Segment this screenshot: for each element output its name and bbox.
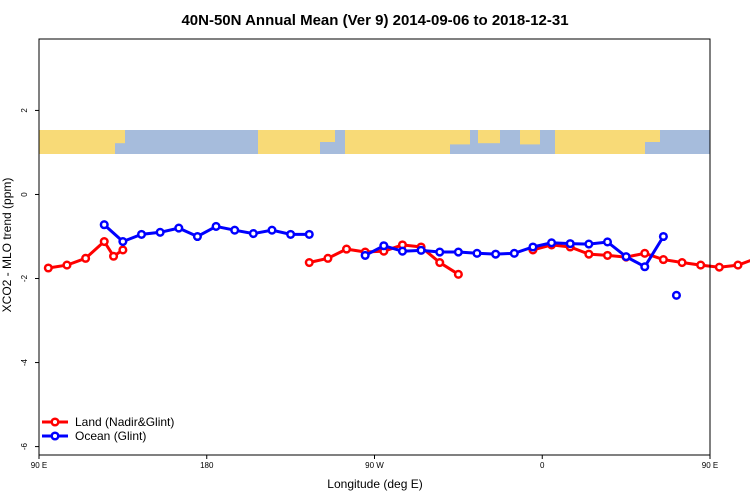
ocean-point xyxy=(248,229,258,239)
y-tick-label: -6 xyxy=(20,442,29,450)
map-land-2 xyxy=(258,130,320,154)
y-tick-label: -4 xyxy=(20,358,29,366)
ocean-point xyxy=(118,236,128,247)
land-point xyxy=(658,255,668,265)
legend-label-land: Land (Nadir&Glint) xyxy=(75,415,174,429)
ocean-point xyxy=(286,229,296,239)
ocean-point xyxy=(528,242,538,252)
ocean-point xyxy=(397,246,408,256)
ocean-point xyxy=(584,239,594,249)
y-tick-label: -2 xyxy=(20,274,29,282)
ocean-point xyxy=(491,249,501,259)
map-land-9 xyxy=(645,130,660,142)
y-axis-label: XCO2 - MLO trend (ppm) xyxy=(0,178,14,313)
legend-marker-ocean xyxy=(50,431,60,441)
ocean-point xyxy=(230,225,240,235)
land-point xyxy=(677,257,687,268)
world-map-band xyxy=(39,130,710,154)
land-point xyxy=(62,260,72,270)
y-tick-label: 2 xyxy=(20,108,29,113)
ocean-point xyxy=(621,252,631,262)
land-point xyxy=(584,249,594,259)
map-land-6 xyxy=(478,130,500,144)
legend-marker-land xyxy=(50,417,60,427)
land-point xyxy=(43,263,53,273)
land-point xyxy=(99,236,109,247)
ocean-point xyxy=(211,221,221,231)
ocean-point xyxy=(416,245,426,255)
ocean-point xyxy=(435,247,445,257)
land-point xyxy=(640,248,650,258)
ocean-point xyxy=(360,250,370,260)
chart-title: 40N-50N Annual Mean (Ver 9) 2014-09-06 t… xyxy=(181,12,568,29)
map-land-5 xyxy=(450,130,470,145)
x-tick-label: 90 E xyxy=(31,461,47,470)
map-land-0 xyxy=(39,130,115,154)
land-point xyxy=(453,269,463,279)
map-land-8 xyxy=(555,130,645,154)
x-axis-label: Longitude (deg E) xyxy=(327,477,422,491)
ocean-point xyxy=(192,231,202,242)
land-point xyxy=(81,253,91,263)
ocean-point xyxy=(136,229,147,239)
ocean-point xyxy=(453,247,463,257)
map-land-4 xyxy=(345,130,450,154)
ocean-point xyxy=(174,223,184,233)
ocean-point xyxy=(267,225,277,235)
legend-label-ocean: Ocean (Glint) xyxy=(75,429,146,443)
land-point xyxy=(323,253,333,263)
plot-frame xyxy=(38,38,711,456)
ocean-point xyxy=(304,229,314,239)
ocean-point xyxy=(640,262,650,272)
ocean-line-0 xyxy=(103,223,310,244)
ocean-point xyxy=(472,248,482,258)
map-land-1 xyxy=(115,130,125,144)
land-point xyxy=(733,260,743,270)
legend: Land (Nadir&Glint)Ocean (Glint) xyxy=(42,415,174,443)
ocean-point xyxy=(379,241,389,251)
ocean-point xyxy=(658,231,668,242)
y-tick-label: 0 xyxy=(20,192,29,197)
land-point xyxy=(714,262,724,272)
land-point xyxy=(118,245,128,255)
x-tick-label: 0 xyxy=(540,461,545,470)
land-point xyxy=(341,244,352,254)
x-tick-label: 90 E xyxy=(702,461,718,470)
ocean-point xyxy=(99,220,109,230)
land-point xyxy=(304,257,314,268)
ocean-point xyxy=(565,239,575,249)
x-tick-label: 90 W xyxy=(365,461,384,470)
ocean-point xyxy=(547,238,557,248)
land-point xyxy=(602,250,613,260)
ocean-point xyxy=(602,237,613,247)
land-point xyxy=(435,257,445,268)
map-land-3 xyxy=(320,130,335,142)
x-tick-label: 180 xyxy=(200,461,214,470)
land-point xyxy=(109,251,119,261)
ocean-point xyxy=(509,248,519,258)
ocean-point xyxy=(155,227,165,237)
ocean-isolated-point xyxy=(671,290,682,300)
land-point xyxy=(696,260,706,270)
map-land-7 xyxy=(520,130,540,145)
